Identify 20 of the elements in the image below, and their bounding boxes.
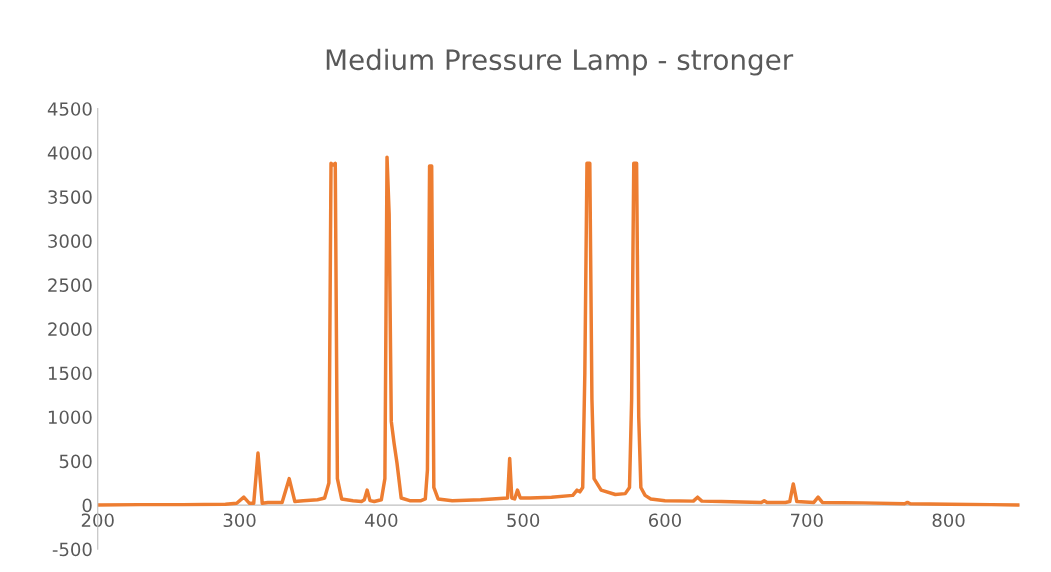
y-tick-label: 4500 bbox=[47, 102, 92, 116]
y-tick-label: -500 bbox=[52, 542, 92, 557]
chart-title: Medium Pressure Lamp - stronger bbox=[326, 48, 794, 76]
y-tick-label: 0 bbox=[82, 498, 92, 513]
x-tick-label: 400 bbox=[365, 513, 398, 528]
y-tick-label: 3000 bbox=[48, 234, 92, 248]
x-tick-label: 200 bbox=[81, 513, 114, 528]
y-tick-label: 3500 bbox=[48, 190, 92, 204]
x-tick-label: 300 bbox=[223, 513, 256, 528]
line-series bbox=[97, 155, 1020, 507]
x-tick-label: 800 bbox=[932, 513, 965, 528]
y-tick-label: 2500 bbox=[48, 278, 92, 292]
x-tick-label: 700 bbox=[791, 513, 823, 528]
y-tick-label: 500 bbox=[59, 454, 92, 469]
x-tick-label: 500 bbox=[507, 513, 540, 528]
y-tick-label: 4000 bbox=[47, 146, 92, 160]
y-tick-label: 2000 bbox=[48, 322, 92, 337]
y-tick-label: 1500 bbox=[48, 366, 92, 381]
x-tick-label: 600 bbox=[648, 513, 681, 528]
y-tick-label: 1000 bbox=[48, 410, 92, 425]
